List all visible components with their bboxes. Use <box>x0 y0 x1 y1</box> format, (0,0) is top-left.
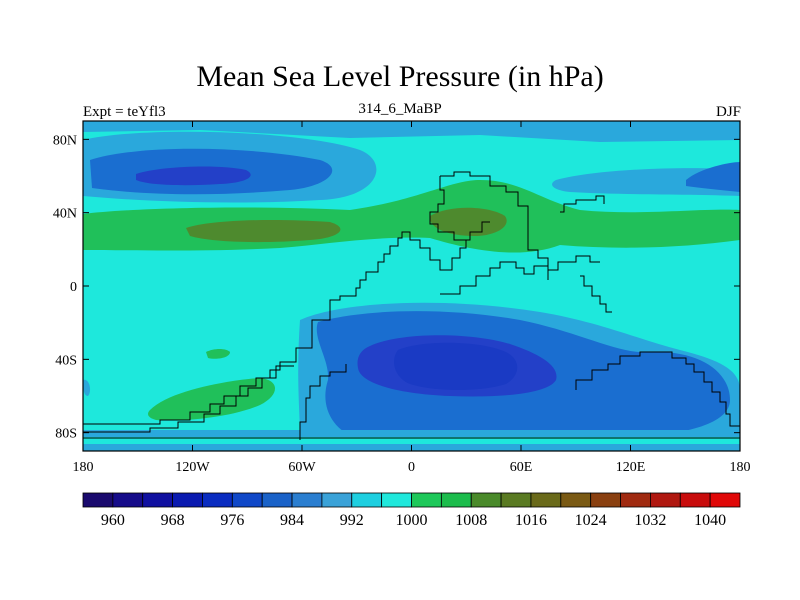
colorbar-label: 968 <box>161 512 185 529</box>
x-tick-label: 120W <box>175 460 210 475</box>
coastline-layer <box>83 171 740 440</box>
contour-fill-layer <box>83 121 740 451</box>
colorbar-label: 1024 <box>575 512 607 529</box>
north-subtropical-high-core-west <box>186 220 341 243</box>
colorbar-swatch <box>142 492 173 508</box>
colorbar-label: 1016 <box>515 512 547 529</box>
y-tick-label: 80N <box>53 133 77 148</box>
colorbar-label: 960 <box>101 512 125 529</box>
southern-ocean-low-core <box>394 342 518 390</box>
x-tick-label: 60E <box>510 460 533 475</box>
coastline-india <box>580 275 612 313</box>
season-label: DJF <box>715 104 741 120</box>
coastline-africa <box>440 261 549 295</box>
north-atlantic-low-core <box>686 162 740 192</box>
colorbar-swatch <box>321 492 353 508</box>
x-tick-label: 180 <box>73 460 94 475</box>
colorbar-swatch <box>590 492 621 508</box>
x-tick-label: 0 <box>408 460 415 475</box>
chart-title: Mean Sea Level Pressure (in hPa) <box>196 60 604 93</box>
colorbar-swatch <box>112 492 144 508</box>
y-tick-label: 0 <box>70 280 77 295</box>
experiment-label: Expt = teYfl3 <box>83 104 166 120</box>
south-subtropical-high-small <box>206 349 230 359</box>
run-label: 314_6_MaBP <box>358 101 442 117</box>
colorbar-swatch <box>560 492 592 508</box>
colorbar-label: 1008 <box>455 512 487 529</box>
x-tick-label: 180 <box>730 460 751 475</box>
colorbar-swatch <box>470 492 502 508</box>
colorbar: 960 968 976 984 992 1000 1008 1016 1024 1032 1040 <box>82 492 741 529</box>
colorbar-swatch <box>620 492 651 508</box>
colorbar-label: 1032 <box>634 512 666 529</box>
colorbar-swatch <box>650 492 681 508</box>
north-atlantic-low <box>552 168 740 196</box>
north-polar-band <box>83 121 740 142</box>
colorbar-swatch <box>381 492 412 508</box>
colorbar-swatch <box>530 492 562 508</box>
coastline-eurasia <box>440 171 600 271</box>
colorbar-label: 1040 <box>694 512 726 529</box>
colorbar-swatch <box>709 492 741 508</box>
coastline-eurasia-west <box>429 176 490 241</box>
colorbar-label: 1000 <box>396 512 428 529</box>
antarctic-inner <box>83 437 740 444</box>
x-axis: 180 120W 60W 0 60E 120E 180 <box>73 121 751 475</box>
colorbar-swatch <box>500 492 532 508</box>
x-tick-label: 120E <box>616 460 646 475</box>
x-tick-label: 60W <box>288 460 316 475</box>
y-tick-label: 40S <box>55 353 77 368</box>
colorbar-swatch <box>231 492 263 508</box>
colorbar-swatch <box>172 492 203 508</box>
coastline-south-america-east <box>299 364 347 440</box>
aleutian-low-core <box>136 166 251 186</box>
equatorial-south-band <box>83 379 91 396</box>
y-tick-label: 80S <box>55 427 77 442</box>
coastline-australia <box>575 351 740 427</box>
north-subtropical-high-core-east <box>429 207 507 236</box>
colorbar-swatch <box>411 492 442 508</box>
y-axis: 80N 40N 0 40S 80S <box>53 133 740 442</box>
colorbar-swatch <box>440 492 472 508</box>
colorbar-swatch <box>261 492 293 508</box>
coastline-south-america-west <box>83 365 294 433</box>
colorbar-swatch <box>82 492 114 508</box>
coastline-asia-east <box>560 195 605 213</box>
colorbar-swatch <box>679 492 711 508</box>
colorbar-label: 984 <box>280 512 304 529</box>
colorbar-label: 976 <box>220 512 244 529</box>
colorbar-swatch <box>202 492 233 508</box>
colorbar-label: 992 <box>340 512 364 529</box>
y-tick-label: 40N <box>53 207 77 222</box>
south-subtropical-high <box>148 378 275 421</box>
colorbar-swatch <box>291 492 323 508</box>
colorbar-swatch <box>351 492 383 508</box>
